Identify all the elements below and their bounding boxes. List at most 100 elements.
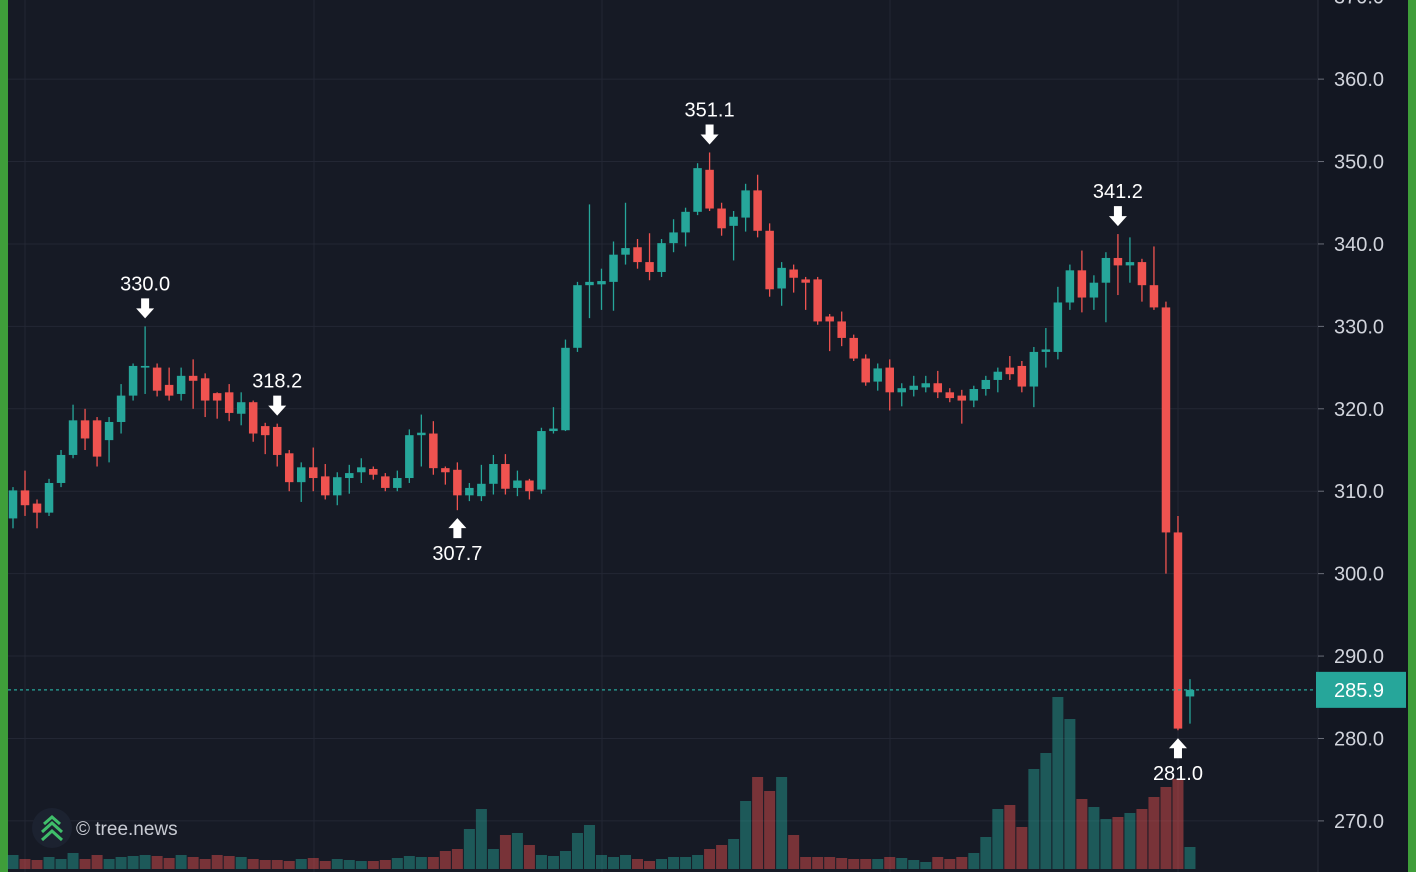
volume-bar [980,837,992,869]
candle-body [44,482,54,513]
candle-body [128,365,138,396]
candle-body [1089,282,1099,298]
volume-bar [343,860,355,869]
candle-body [1005,367,1015,375]
candle-body [104,421,114,441]
candle-body [369,468,378,475]
volume-bar [259,860,271,869]
candle-body [1101,257,1111,283]
volume-bar [1124,813,1136,869]
volume-bar [788,835,800,869]
y-tick-label: 270.0 [1334,811,1384,833]
volume-bar [656,859,668,869]
volume-bar [920,862,932,869]
candle-body [981,379,991,390]
annotation-arrow [136,298,155,319]
candle-body [284,453,294,483]
volume-bar [668,857,680,869]
candles [8,152,1195,731]
last-price-label: 285.9 [1334,680,1384,702]
candle-body [272,426,282,455]
volume-bar [1148,797,1160,869]
volume-bar [55,859,67,869]
volume-bar [463,829,475,869]
candle-body [1185,689,1195,697]
candle-body [969,389,979,401]
candle-body [381,476,390,488]
last-price-box [1316,671,1406,708]
volume-bar [367,861,379,869]
volume-bar [271,860,283,869]
annotation-label: 351.1 [685,99,735,121]
candle-body [1125,262,1135,266]
volume-bar [620,855,632,869]
volume-bar [439,851,451,869]
candle-body [561,347,570,431]
left-border [0,0,8,872]
candle-body [837,321,846,338]
volume-bar [67,853,79,869]
candle-body [705,169,714,209]
candle-body [441,468,450,473]
volume-bar [559,851,571,869]
volume-bar [103,859,115,869]
annotation-label: 330.0 [120,273,170,295]
candle-body [609,254,618,282]
volume-bar [283,861,295,869]
candle-body [357,467,366,473]
candle-body [897,388,906,393]
candle-body [513,480,522,488]
candle-body [633,247,642,263]
candle-body [1161,307,1171,533]
grid [8,78,1318,822]
volume-bar [211,855,223,869]
candle-body [405,435,414,479]
volume-bar [379,860,391,869]
volume-bar [19,859,31,869]
candle-body [1113,257,1123,266]
volume-bar [307,858,319,869]
candle-body [188,375,198,381]
volume-bar [487,849,499,869]
volume-bar [1028,769,1040,869]
watermark: © tree.news [76,819,178,840]
candle-body [1173,532,1183,729]
candle-body [657,243,666,272]
candle-body [945,392,955,399]
volume-bar [872,859,884,869]
volume-bar [956,857,968,869]
volume-bars [7,697,1196,869]
candle-body [333,477,342,496]
volume-bar [848,859,860,869]
volume-bar [908,860,920,869]
candle-body [477,483,486,497]
candle-body [321,476,330,496]
candle-body [801,279,810,283]
volume-bar [824,857,836,869]
volume-bar [583,825,595,869]
volume-bar [199,859,211,869]
candle-body [260,426,270,436]
volume-bar [632,859,644,869]
volume-bar [752,777,764,869]
volume-bar [884,857,896,869]
volume-bar [43,857,55,869]
volume-bar [91,855,103,869]
volume-bar [608,857,619,869]
volume-bar [1100,819,1112,869]
volume-bar [511,833,523,869]
candle-body [597,281,606,285]
y-tick-label: 320.0 [1334,399,1384,421]
candle-body [873,368,882,382]
volume-bar [163,858,175,869]
candle-body [1053,302,1063,352]
annotation-label: 281.0 [1153,763,1203,785]
annotation-arrow [700,124,719,145]
candle-body [1137,262,1147,286]
volume-bar [475,809,487,869]
candle-body [861,358,870,383]
annotations: 330.0 307.7 351.1 318.2 341.2 281.0 [120,99,1203,785]
volume-bar [523,845,535,869]
candle-body [345,473,354,479]
